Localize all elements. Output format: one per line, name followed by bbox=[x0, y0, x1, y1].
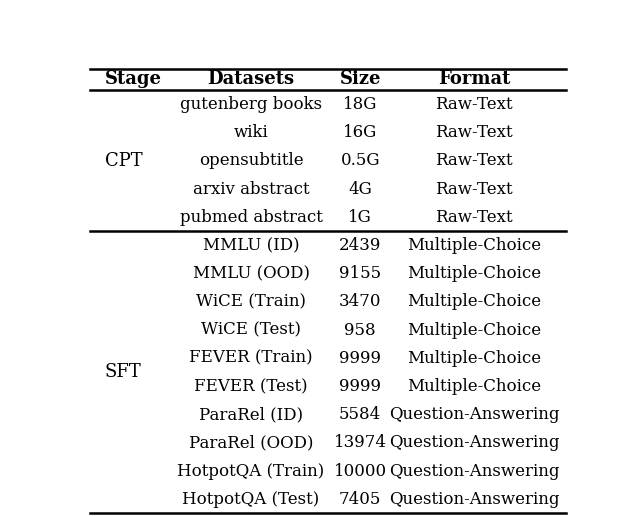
Text: MMLU (OOD): MMLU (OOD) bbox=[193, 265, 310, 282]
Text: wiki: wiki bbox=[234, 124, 269, 141]
Text: Raw-Text: Raw-Text bbox=[435, 181, 513, 198]
Text: 7405: 7405 bbox=[339, 491, 381, 508]
Text: gutenberg books: gutenberg books bbox=[180, 96, 322, 113]
Text: WiCE (Test): WiCE (Test) bbox=[201, 321, 301, 338]
Text: 18G: 18G bbox=[343, 96, 378, 113]
Text: 2439: 2439 bbox=[339, 237, 381, 254]
Text: HotpotQA (Train): HotpotQA (Train) bbox=[177, 463, 324, 480]
Text: 9999: 9999 bbox=[339, 350, 381, 367]
Text: opensubtitle: opensubtitle bbox=[199, 152, 303, 169]
Text: Size: Size bbox=[339, 70, 381, 88]
Text: 5584: 5584 bbox=[339, 406, 381, 423]
Text: MMLU (ID): MMLU (ID) bbox=[203, 237, 300, 254]
Text: Question-Answering: Question-Answering bbox=[389, 463, 559, 480]
Text: WiCE (Train): WiCE (Train) bbox=[196, 294, 306, 311]
Text: 958: 958 bbox=[344, 321, 376, 338]
Text: pubmed abstract: pubmed abstract bbox=[180, 209, 323, 226]
Text: 10000: 10000 bbox=[333, 463, 387, 480]
Text: 4G: 4G bbox=[348, 181, 372, 198]
Text: Question-Answering: Question-Answering bbox=[389, 434, 559, 452]
Text: Raw-Text: Raw-Text bbox=[435, 209, 513, 226]
Text: Format: Format bbox=[438, 70, 511, 88]
Text: Raw-Text: Raw-Text bbox=[435, 96, 513, 113]
Text: ParaRel (OOD): ParaRel (OOD) bbox=[189, 434, 314, 452]
Text: 9155: 9155 bbox=[339, 265, 381, 282]
Text: CPT: CPT bbox=[105, 152, 143, 170]
Text: Multiple-Choice: Multiple-Choice bbox=[407, 265, 541, 282]
Text: FEVER (Train): FEVER (Train) bbox=[189, 350, 313, 367]
Text: Raw-Text: Raw-Text bbox=[435, 124, 513, 141]
Text: HotpotQA (Test): HotpotQA (Test) bbox=[182, 491, 320, 508]
Text: Question-Answering: Question-Answering bbox=[389, 406, 559, 423]
Text: arxiv abstract: arxiv abstract bbox=[193, 181, 309, 198]
Text: ParaRel (ID): ParaRel (ID) bbox=[199, 406, 303, 423]
Text: Stage: Stage bbox=[105, 70, 162, 88]
Text: 16G: 16G bbox=[343, 124, 378, 141]
Text: SFT: SFT bbox=[105, 363, 141, 381]
Text: FEVER (Test): FEVER (Test) bbox=[195, 378, 308, 395]
Text: 13974: 13974 bbox=[333, 434, 387, 452]
Text: Question-Answering: Question-Answering bbox=[389, 491, 559, 508]
Text: 3470: 3470 bbox=[339, 294, 381, 311]
Text: 1G: 1G bbox=[348, 209, 372, 226]
Text: Multiple-Choice: Multiple-Choice bbox=[407, 350, 541, 367]
Text: 9999: 9999 bbox=[339, 378, 381, 395]
Text: Multiple-Choice: Multiple-Choice bbox=[407, 294, 541, 311]
Text: Datasets: Datasets bbox=[207, 70, 294, 88]
Text: Multiple-Choice: Multiple-Choice bbox=[407, 237, 541, 254]
Text: Multiple-Choice: Multiple-Choice bbox=[407, 378, 541, 395]
Text: Raw-Text: Raw-Text bbox=[435, 152, 513, 169]
Text: Multiple-Choice: Multiple-Choice bbox=[407, 321, 541, 338]
Text: 0.5G: 0.5G bbox=[340, 152, 380, 169]
